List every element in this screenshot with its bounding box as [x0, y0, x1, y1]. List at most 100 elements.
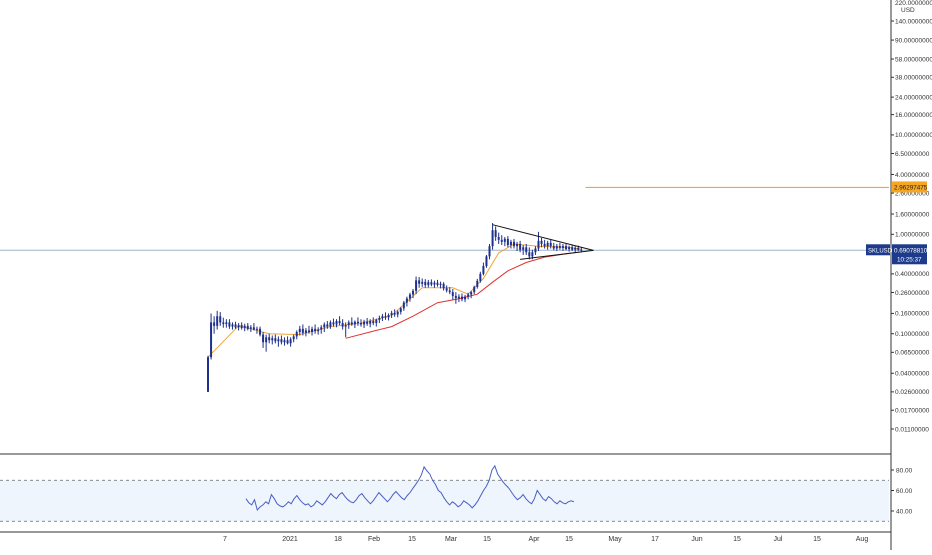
- candle-body: [430, 282, 433, 285]
- candle-body: [546, 242, 549, 247]
- time-axis[interactable]: 7 2021 18 Feb 15 Mar 15 Apr 15 May 17 Jun 15 Jul 15 Aug: [0, 531, 891, 543]
- candle: [347, 320, 350, 329]
- candle: [448, 287, 451, 295]
- time-tick-label: 15: [565, 536, 573, 543]
- candle: [399, 306, 402, 315]
- price-tick-label: 0.04000000: [895, 371, 930, 378]
- candle: [424, 279, 427, 288]
- candle: [396, 310, 399, 318]
- candle-body: [265, 337, 268, 343]
- candle: [467, 292, 470, 300]
- candle-body: [289, 339, 292, 344]
- candle-body: [356, 321, 359, 324]
- candle-body: [277, 339, 280, 342]
- candle: [298, 325, 301, 336]
- price-labels: 2.96297475 SKLUSD 0.69078810 10:25:37: [866, 181, 928, 265]
- time-tick-label: 7: [223, 536, 227, 543]
- candle: [271, 335, 274, 345]
- candle-body: [393, 312, 396, 315]
- candle: [540, 237, 543, 248]
- candle: [381, 313, 384, 322]
- candle-body: [460, 296, 463, 300]
- time-tick-label: 15: [813, 536, 821, 543]
- candle-body: [387, 315, 390, 318]
- candle-body: [378, 317, 381, 320]
- candle: [516, 241, 519, 251]
- candle-body: [412, 290, 415, 295]
- candle-body: [427, 282, 430, 286]
- candle: [341, 319, 344, 330]
- price-axis-currency: USD: [901, 7, 915, 14]
- drawings: [492, 186, 889, 260]
- candle-body: [311, 328, 314, 333]
- candle-body: [488, 246, 491, 257]
- candle-body: [421, 281, 424, 284]
- candle-body: [516, 243, 519, 247]
- candle-body: [347, 322, 350, 326]
- candle: [252, 323, 255, 331]
- candle: [393, 309, 396, 317]
- candle-body: [237, 325, 240, 328]
- candle-body: [225, 322, 228, 325]
- candle: [262, 332, 265, 348]
- candle: [344, 322, 347, 338]
- candle-body: [558, 246, 561, 248]
- candle-body: [451, 292, 454, 296]
- candle: [418, 277, 421, 288]
- candle: [372, 317, 375, 326]
- price-tick-label: 0.06500000: [895, 350, 930, 357]
- candle: [335, 319, 338, 328]
- candle-body: [240, 325, 243, 329]
- candle: [378, 315, 381, 324]
- price-tick-label: 0.01700000: [895, 408, 930, 415]
- candle-body: [207, 357, 209, 392]
- price-tick-label: 0.16000000: [895, 311, 930, 318]
- candle-body: [457, 296, 460, 299]
- candle-body: [292, 336, 295, 340]
- candle-body: [304, 330, 307, 333]
- candle: [274, 334, 277, 344]
- candle-body: [246, 325, 249, 329]
- candle: [470, 290, 473, 299]
- candle-body: [580, 249, 583, 251]
- candle: [552, 242, 555, 251]
- candle: [243, 323, 246, 332]
- candle-body: [555, 246, 558, 249]
- triangle-lower-line: [520, 249, 594, 260]
- candle: [255, 326, 258, 334]
- candle-body: [482, 266, 485, 274]
- candle: [497, 232, 500, 244]
- candle: [488, 243, 491, 260]
- candle-body: [280, 339, 283, 343]
- candle: [283, 337, 286, 346]
- candle-body: [561, 246, 564, 248]
- candle-body: [552, 246, 555, 249]
- candle-body: [369, 321, 372, 324]
- price-axis[interactable]: 220.00000000USD 140.00000000 90.00000000 58…: [890, 0, 932, 550]
- candle-body: [320, 327, 323, 330]
- candle: [421, 278, 424, 287]
- candle-body: [262, 334, 265, 343]
- price-tick-label: 24.00000000: [895, 94, 932, 101]
- price-tick-label: 0.40000000: [895, 271, 930, 278]
- candle: [528, 247, 531, 260]
- candle-body: [326, 324, 329, 327]
- candle: [479, 271, 482, 283]
- candle: [476, 278, 479, 289]
- candle: [317, 327, 320, 335]
- candle: [568, 245, 571, 252]
- candle: [314, 324, 317, 334]
- candle-body: [485, 256, 488, 267]
- candle: [485, 254, 488, 268]
- candle-body: [231, 324, 234, 327]
- rsi-background: [0, 480, 889, 522]
- candle: [574, 246, 577, 253]
- price-tick-label: 90.00000000: [895, 37, 932, 44]
- symbol-tag: SKLUSD: [868, 248, 893, 254]
- time-tick-label: 17: [651, 536, 659, 543]
- candle-body: [372, 321, 375, 324]
- candle-body: [531, 252, 534, 257]
- time-tick-label: 15: [733, 536, 741, 543]
- candle: [289, 337, 292, 347]
- price-tick-label: 0.10000000: [895, 331, 930, 338]
